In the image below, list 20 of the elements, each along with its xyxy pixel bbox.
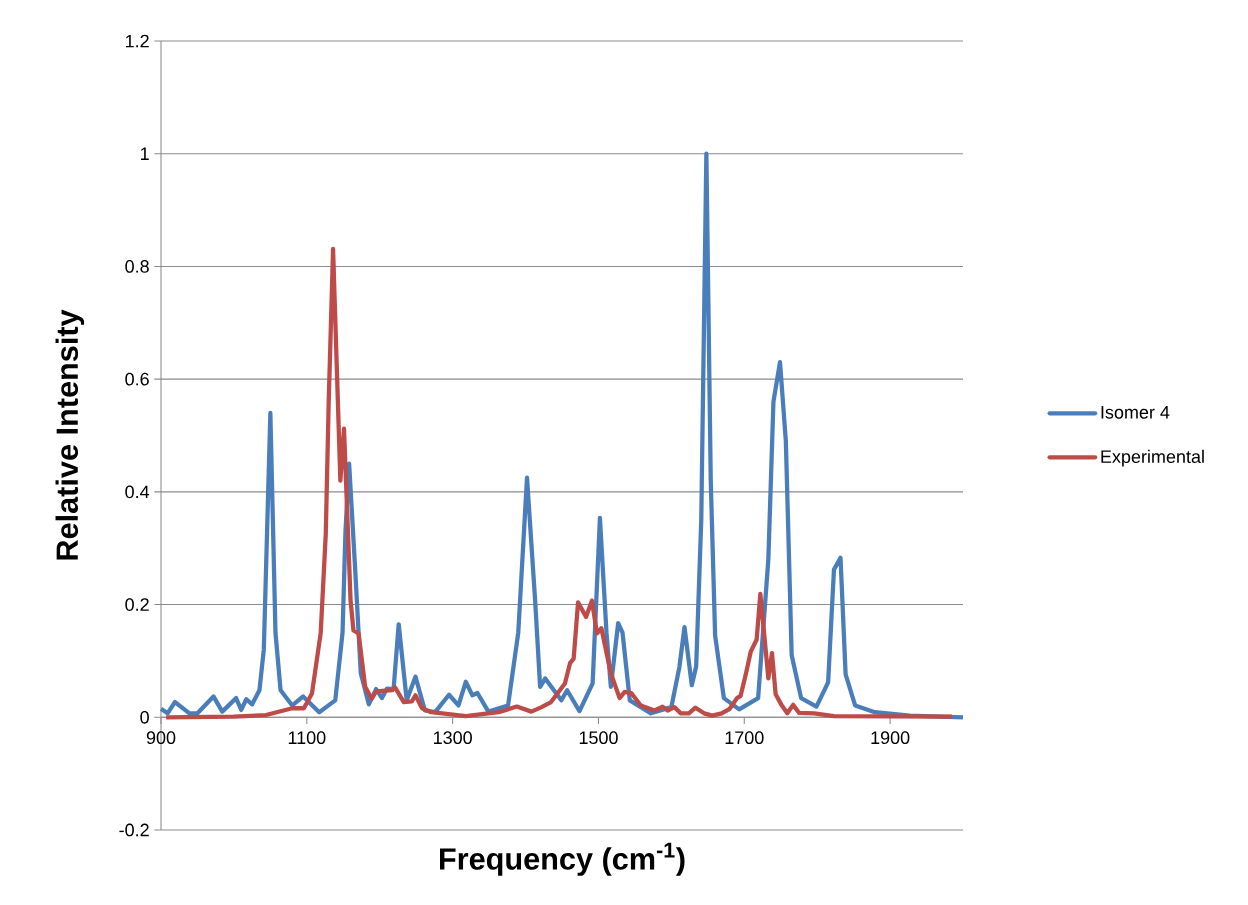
x-tick-label: 1900 bbox=[871, 731, 910, 745]
y-tick-label: 1.2 bbox=[125, 34, 149, 48]
y-tick-label: -0.2 bbox=[119, 823, 149, 837]
legend-label: Experimental bbox=[1101, 449, 1204, 467]
x-tick-label: 1500 bbox=[579, 731, 618, 745]
x-tick-label: 900 bbox=[146, 731, 176, 745]
x-tick-label: 1100 bbox=[288, 731, 326, 745]
y-tick-label: 0.2 bbox=[125, 598, 149, 611]
x-axis-title: Frequency (cm$^{-1}$) bbox=[440, 842, 685, 876]
x-tick-label: 1300 bbox=[434, 731, 472, 745]
y-tick-label: 0.6 bbox=[125, 372, 149, 386]
line-series bbox=[163, 246, 955, 720]
line-series bbox=[158, 151, 966, 720]
y-tick-label: 1 bbox=[141, 147, 149, 160]
y-tick-label: 0.8 bbox=[125, 260, 149, 273]
legend-label: Isomer 4 bbox=[1101, 406, 1170, 419]
y-tick-label: 0.4 bbox=[125, 485, 150, 499]
x-tick-label: 1700 bbox=[725, 731, 764, 745]
y-tick-label: 0 bbox=[140, 710, 149, 724]
y-axis-title: Relative Intensity bbox=[55, 309, 85, 560]
